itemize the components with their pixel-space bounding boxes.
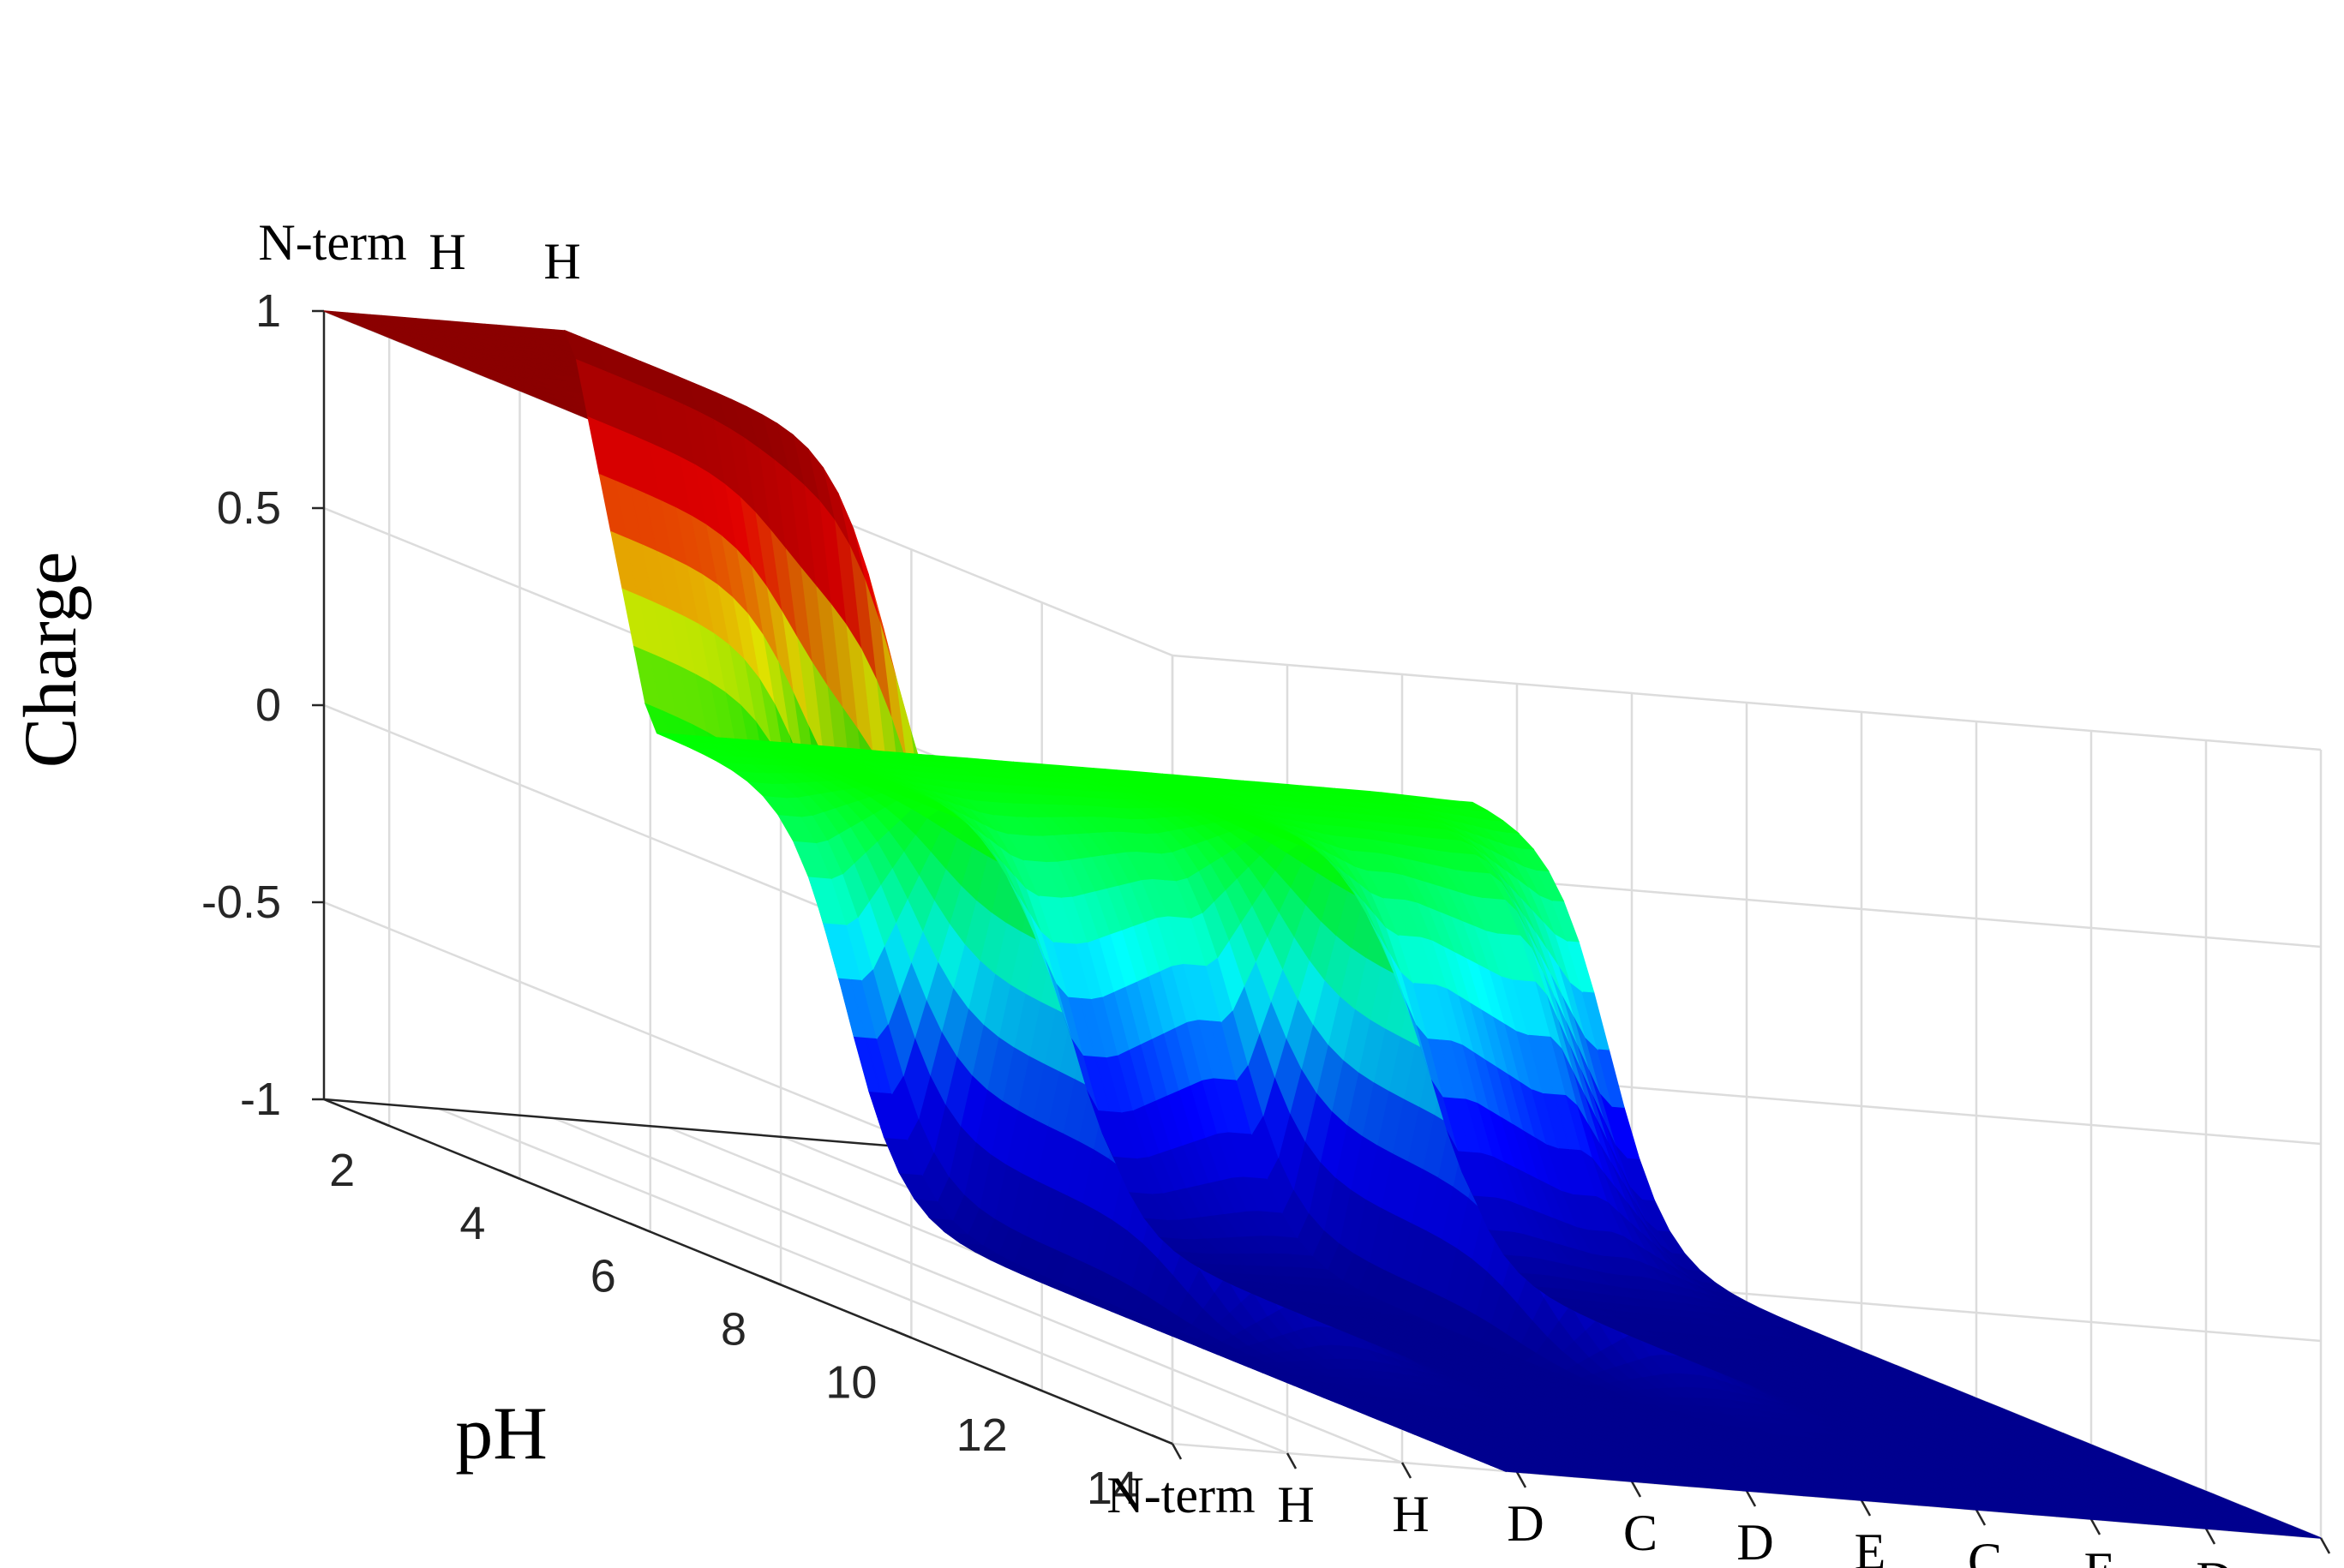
ph-tick-mark [629,1222,651,1233]
ph-tick-mark [890,1328,912,1339]
ph-tick-mark [498,1169,520,1180]
ph-tick-mark [368,1116,390,1128]
ph-tick-mark [1151,1433,1173,1445]
ph-tick-mark [759,1275,782,1286]
floor-gridline [438,1107,1288,1455]
ph-tick-mark [1021,1380,1043,1392]
residue-tick-mark [1286,1452,1298,1469]
residue-tick-mark [1171,1443,1183,1460]
residue-tick-mark [1745,1490,1757,1507]
residue-tick-mark [1515,1471,1527,1488]
residue-tick-mark [2319,1537,2331,1554]
residue-tick-mark [1400,1462,1412,1479]
residue-tick-mark [1630,1481,1642,1498]
back-wall-gridline [1172,654,2322,751]
floor-gridline [553,1116,1403,1464]
surface [323,310,2322,1539]
residue-tick-mark [1975,1509,1987,1526]
residue-tick-mark [2204,1528,2216,1545]
residue-tick-mark [2089,1518,2101,1535]
residue-tick-mark [1860,1499,1872,1517]
